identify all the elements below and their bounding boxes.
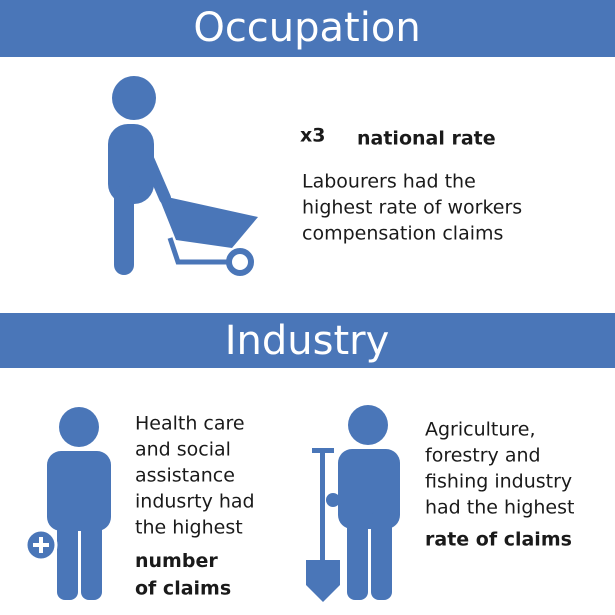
section-title: Industry <box>225 318 390 364</box>
multiplier: x3 <box>300 125 325 147</box>
text-line: highest rate of workers <box>302 197 522 219</box>
bold-line: number <box>135 550 218 572</box>
text-line: had the highest <box>425 497 574 519</box>
section-title: Occupation <box>193 5 420 51</box>
text-line: the highest <box>135 517 243 539</box>
banner <box>0 313 615 368</box>
multiplier-caption: national rate <box>357 128 496 150</box>
banner <box>0 0 615 57</box>
bold-line: of claims <box>135 578 231 600</box>
wheelbarrow-icon <box>108 76 258 276</box>
text-line: indusrty had <box>135 491 255 513</box>
text-line: fishing industry <box>425 471 572 493</box>
health-worker-icon <box>24 407 111 600</box>
farmer-icon <box>306 405 400 602</box>
bold-line: rate of claims <box>425 529 572 551</box>
text-line: Health care <box>135 413 245 435</box>
text-line: forestry and <box>425 445 541 467</box>
text-line: and social <box>135 439 231 461</box>
text-line: Agriculture, <box>425 419 536 441</box>
text-line: Labourers had the <box>302 171 476 193</box>
text-line: assistance <box>135 465 235 487</box>
text-line: compensation claims <box>302 223 503 245</box>
